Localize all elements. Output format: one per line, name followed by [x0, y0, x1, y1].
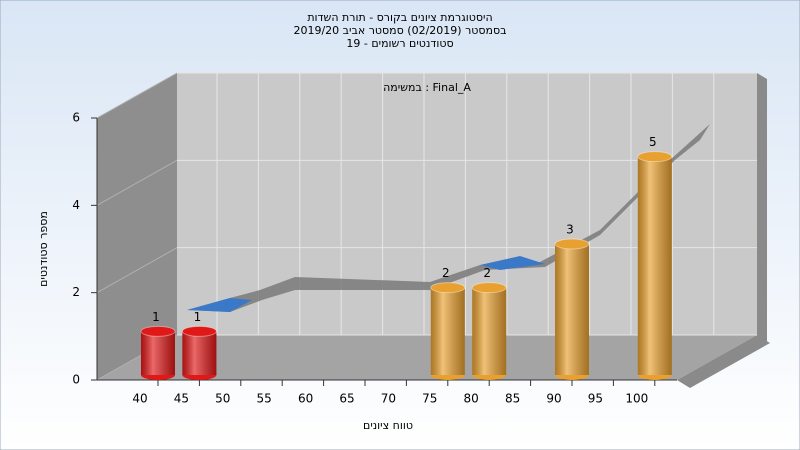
y-tick-label: 4: [72, 198, 80, 212]
bar-shade: [182, 331, 217, 375]
y-axis-label: מספר סטודנטים: [37, 211, 50, 287]
x-tick-label: 75: [422, 392, 437, 406]
value-label: 1: [194, 310, 202, 324]
x-tick-label: 45: [174, 392, 189, 406]
bar-top: [181, 325, 217, 337]
bar-shade: [637, 156, 672, 375]
x-tick-label: 70: [381, 392, 396, 406]
value-label: 3: [566, 223, 574, 237]
x-tick-label: 60: [298, 392, 313, 406]
bar-top: [554, 238, 590, 250]
y-tick-label: 2: [72, 285, 80, 299]
y-tick-label: 6: [72, 111, 80, 125]
bar-shade: [472, 287, 507, 375]
bar-top: [430, 282, 466, 294]
value-label: 1: [152, 310, 160, 324]
bar-top: [637, 151, 673, 163]
value-label: 5: [649, 135, 657, 149]
chart-title: סטודנטים רשומים - 19: [346, 37, 453, 50]
bar-shade: [555, 244, 589, 375]
x-tick-label: 95: [588, 392, 603, 406]
floor-edge: [677, 335, 770, 388]
value-label: 2: [483, 266, 491, 280]
value-label: 2: [442, 266, 450, 280]
floor: [97, 335, 757, 380]
x-axis-label: טווח ציונים: [363, 419, 413, 432]
x-tick-label: 100: [625, 392, 648, 406]
x-tick-label: 55: [257, 392, 272, 406]
bar-top: [140, 325, 176, 337]
chart-title: בסמסטר (02/2019) סמסטר אביב 2019/20: [293, 24, 506, 37]
grid-line: [96, 159, 178, 206]
annotation: במשימה : Final_A: [383, 81, 471, 94]
chart-title: היסטוגרמת ציונים בקורס - תורת השדות: [307, 11, 492, 24]
bar-top: [471, 282, 507, 294]
bar-shade: [430, 287, 465, 375]
y-tick-label: 0: [72, 373, 80, 387]
x-tick-label: 80: [464, 392, 479, 406]
x-tick-label: 50: [215, 392, 230, 406]
ribbon-highlight: [187, 256, 545, 312]
x-tick-label: 85: [505, 392, 520, 406]
bar-shade: [141, 331, 175, 375]
left-wall: [97, 73, 177, 380]
grid-line: [96, 247, 178, 294]
x-tick-label: 90: [546, 392, 561, 406]
x-tick-label: 65: [339, 392, 354, 406]
x-tick-label: 40: [132, 392, 147, 406]
wall-edge: [757, 73, 767, 343]
grid-line: [96, 72, 178, 119]
